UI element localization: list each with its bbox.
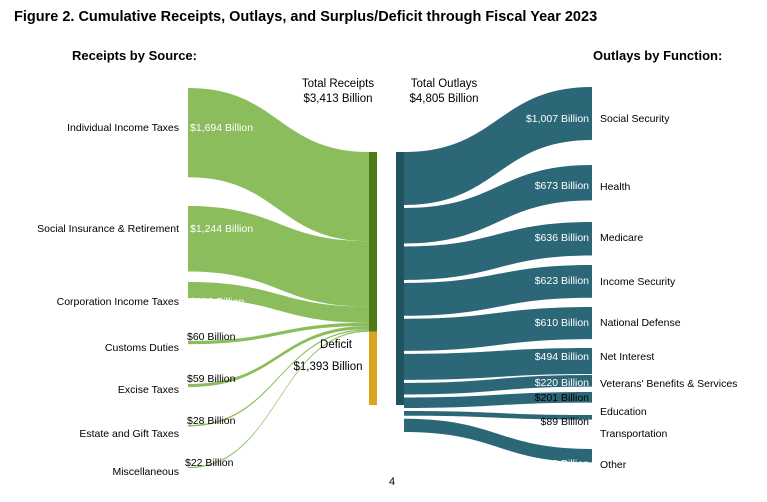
total-outlays-label: Total Outlays xyxy=(411,78,478,90)
outlay-label-health: Health xyxy=(600,181,631,193)
deficit-value: $1,393 Billion xyxy=(293,361,362,373)
receipt-flow-excise-taxes xyxy=(188,325,369,388)
outlay-value-income-security: $623 Billion xyxy=(535,275,589,287)
outlay-value-social-security: $1,007 Billion xyxy=(526,113,589,125)
receipt-value-individual-income-taxes: $1,694 Billion xyxy=(190,122,253,134)
total-receipts-label: Total Receipts xyxy=(302,78,374,90)
outlay-flow-social-security xyxy=(404,87,592,206)
deficit-bar xyxy=(369,331,377,406)
receipt-value-corporation-income-taxes: $306 Billion xyxy=(190,296,244,308)
outlay-flow-income-security xyxy=(404,265,592,316)
outlay-value-education: $201 Billion xyxy=(535,392,589,404)
deficit-label: Deficit xyxy=(320,339,353,351)
receipt-flow-social-insurance-retirement xyxy=(188,206,369,307)
page-number: 4 xyxy=(389,476,396,488)
receipt-value-estate-and-gift-taxes: $28 Billion xyxy=(187,415,236,427)
outlay-flow-health xyxy=(404,165,592,244)
receipt-label-estate-and-gift-taxes: Estate and Gift Taxes xyxy=(79,428,179,440)
receipt-label-corporation-income-taxes: Corporation Income Taxes xyxy=(57,296,179,308)
outlay-label-national-defense: National Defense xyxy=(600,317,681,329)
receipt-value-miscellaneous: $22 Billion xyxy=(185,457,234,469)
receipts-heading: Receipts by Source: xyxy=(72,48,197,63)
outlay-label-net-interest: Net Interest xyxy=(600,351,654,363)
outlay-flow-education xyxy=(404,392,592,409)
receipt-label-excise-taxes: Excise Taxes xyxy=(118,384,179,396)
receipt-value-customs-duties: $60 Billion xyxy=(187,331,236,343)
outlay-label-other: Other xyxy=(600,459,627,471)
receipt-label-miscellaneous: Miscellaneous xyxy=(112,466,179,478)
total-receipts-value: $3,413 Billion xyxy=(303,93,372,105)
chart-labels: Individual Income Taxes $1,694 Billion Soc… xyxy=(37,78,737,478)
outlay-flow-veterans-benefits-services xyxy=(404,375,592,395)
receipt-flow-estate-and-gift-taxes xyxy=(188,329,369,427)
outlay-value-net-interest: $494 Billion xyxy=(535,351,589,363)
receipt-flow-miscellaneous xyxy=(188,330,369,469)
outlay-value-transportation: $89 Billion xyxy=(541,416,590,428)
outlay-label-medicare: Medicare xyxy=(600,232,643,244)
figure-title: Figure 2. Cumulative Receipts, Outlays, … xyxy=(14,9,598,25)
outlay-label-social-security: Social Security xyxy=(600,113,670,125)
total-outlays-value: $4,805 Billion xyxy=(409,93,478,105)
outlay-label-income-security: Income Security xyxy=(600,276,676,288)
outlay-flow-net-interest xyxy=(404,348,592,380)
outlay-value-national-defense: $610 Billion xyxy=(535,317,589,329)
receipt-flow-individual-income-taxes xyxy=(188,88,369,242)
total-outlays-bar xyxy=(396,152,404,405)
outlay-value-other: $253 Billion xyxy=(535,458,589,470)
outlay-flow-national-defense xyxy=(404,307,592,351)
receipt-label-social-insurance-retirement: Social Insurance & Retirement xyxy=(37,223,179,235)
receipt-flow-customs-duties xyxy=(188,322,369,345)
receipt-label-customs-duties: Customs Duties xyxy=(105,342,179,354)
outlay-label-education: Education xyxy=(600,406,647,418)
receipt-value-excise-taxes: $59 Billion xyxy=(187,373,236,385)
outlay-flow-medicare xyxy=(404,222,592,280)
receipt-value-social-insurance-retirement: $1,244 Billion xyxy=(190,223,253,235)
outlay-flow-transportation xyxy=(404,411,592,420)
outlays-heading: Outlays by Function: xyxy=(593,48,723,63)
total-receipts-bar xyxy=(369,152,377,332)
outlay-value-medicare: $636 Billion xyxy=(535,232,589,244)
outlay-flow-other xyxy=(404,418,592,463)
receipt-flows xyxy=(188,88,369,469)
receipt-label-individual-income-taxes: Individual Income Taxes xyxy=(67,122,179,134)
outlay-label-veterans-benefits-services: Veterans' Benefits & Services xyxy=(600,378,737,390)
outlay-flows xyxy=(404,87,592,463)
receipt-flow-corporation-income-taxes xyxy=(188,282,369,323)
outlay-value-veterans-benefits-services: $220 Billion xyxy=(535,377,589,389)
center-bars xyxy=(369,152,404,406)
outlay-value-health: $673 Billion xyxy=(535,180,589,192)
outlay-label-transportation: Transportation xyxy=(600,428,667,440)
